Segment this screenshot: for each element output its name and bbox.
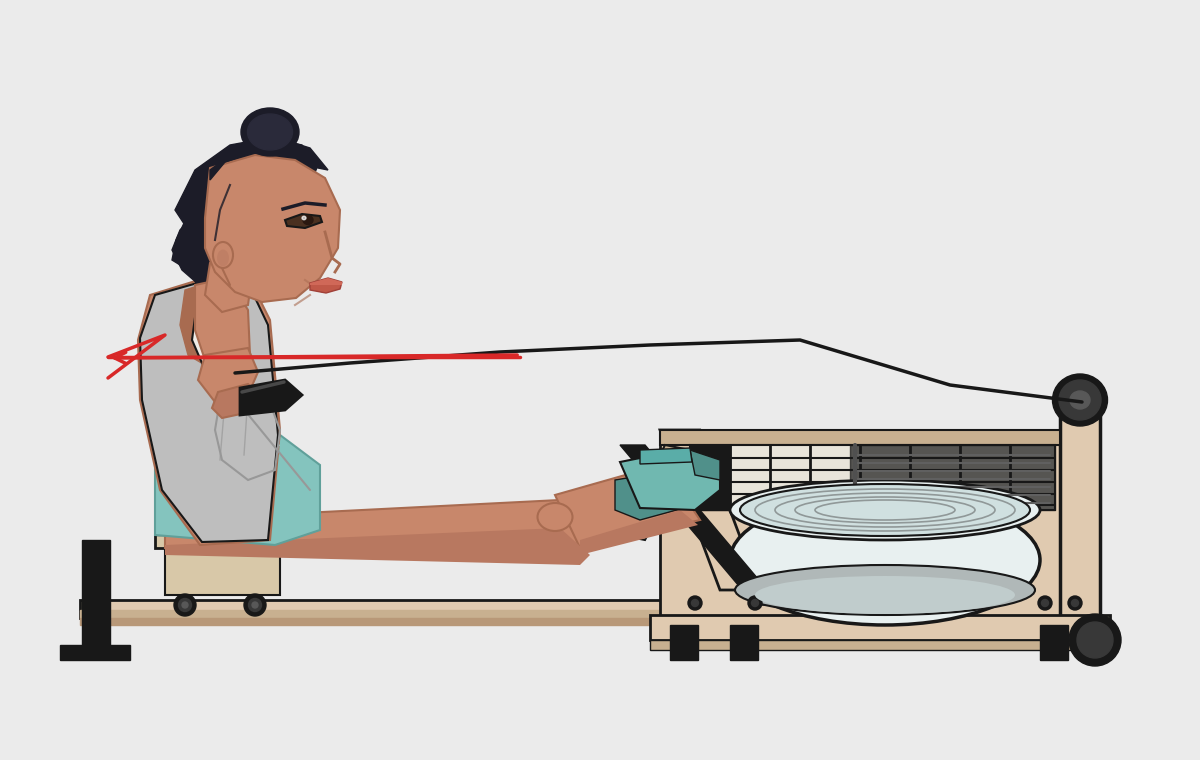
Polygon shape: [620, 450, 720, 510]
Ellipse shape: [302, 217, 306, 220]
Polygon shape: [210, 138, 328, 180]
Polygon shape: [212, 384, 258, 418]
Ellipse shape: [734, 565, 1034, 615]
Polygon shape: [286, 214, 322, 228]
Ellipse shape: [174, 594, 196, 616]
Ellipse shape: [1078, 622, 1114, 658]
Ellipse shape: [538, 503, 572, 531]
Polygon shape: [620, 445, 780, 605]
Ellipse shape: [1072, 600, 1079, 606]
Polygon shape: [205, 155, 340, 302]
Ellipse shape: [244, 594, 266, 616]
Polygon shape: [166, 500, 590, 555]
Ellipse shape: [688, 596, 702, 610]
Ellipse shape: [1069, 614, 1121, 666]
Polygon shape: [80, 610, 1100, 618]
Polygon shape: [310, 278, 342, 293]
Polygon shape: [660, 430, 1100, 625]
Polygon shape: [620, 445, 690, 540]
Polygon shape: [850, 445, 1055, 510]
Polygon shape: [240, 380, 302, 415]
Polygon shape: [138, 275, 280, 545]
Ellipse shape: [751, 600, 758, 606]
Polygon shape: [554, 468, 700, 548]
Ellipse shape: [1068, 596, 1082, 610]
Ellipse shape: [302, 216, 313, 224]
Polygon shape: [650, 640, 1110, 650]
Ellipse shape: [755, 576, 1015, 614]
Polygon shape: [660, 430, 760, 590]
Polygon shape: [1040, 625, 1068, 660]
Polygon shape: [205, 255, 252, 312]
Polygon shape: [180, 282, 232, 368]
Ellipse shape: [214, 242, 233, 268]
Polygon shape: [1080, 625, 1108, 660]
Polygon shape: [640, 448, 692, 464]
Polygon shape: [155, 435, 320, 545]
Ellipse shape: [730, 480, 1040, 540]
Polygon shape: [166, 548, 280, 595]
Ellipse shape: [247, 114, 293, 150]
Ellipse shape: [748, 596, 762, 610]
Polygon shape: [310, 278, 342, 285]
Polygon shape: [155, 525, 290, 548]
Polygon shape: [140, 278, 278, 542]
Polygon shape: [194, 272, 228, 302]
Polygon shape: [175, 138, 318, 245]
Ellipse shape: [1038, 596, 1052, 610]
Ellipse shape: [248, 599, 262, 612]
Ellipse shape: [730, 495, 1040, 625]
Ellipse shape: [252, 602, 258, 608]
Ellipse shape: [1042, 600, 1049, 606]
Ellipse shape: [241, 108, 299, 156]
Polygon shape: [166, 432, 280, 462]
Polygon shape: [82, 540, 110, 650]
Polygon shape: [650, 615, 1110, 640]
Polygon shape: [198, 348, 258, 402]
Polygon shape: [670, 625, 698, 660]
Ellipse shape: [1060, 380, 1102, 420]
Ellipse shape: [179, 599, 192, 612]
Polygon shape: [616, 470, 700, 520]
Ellipse shape: [1070, 391, 1090, 409]
Ellipse shape: [1052, 374, 1108, 426]
Polygon shape: [690, 445, 730, 510]
Polygon shape: [1060, 390, 1100, 625]
Polygon shape: [730, 625, 758, 660]
Polygon shape: [192, 285, 232, 370]
Ellipse shape: [740, 484, 1030, 536]
Polygon shape: [660, 430, 1060, 445]
Polygon shape: [690, 450, 720, 480]
Polygon shape: [194, 278, 250, 368]
Ellipse shape: [217, 249, 229, 267]
Polygon shape: [580, 510, 698, 555]
Ellipse shape: [182, 602, 188, 608]
Polygon shape: [166, 528, 590, 565]
Polygon shape: [690, 445, 1055, 510]
Polygon shape: [155, 525, 290, 535]
Polygon shape: [172, 200, 205, 268]
Ellipse shape: [691, 600, 698, 606]
Polygon shape: [80, 600, 1100, 618]
Polygon shape: [80, 618, 1100, 625]
Polygon shape: [172, 210, 215, 290]
Polygon shape: [60, 645, 130, 660]
